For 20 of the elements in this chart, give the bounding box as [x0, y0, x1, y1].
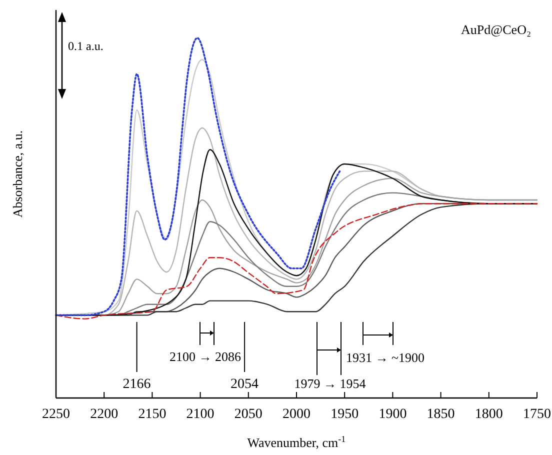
annotation: 2100 → 2086 — [170, 349, 242, 364]
y-axis-title: Absorbance, a.u. — [10, 130, 25, 218]
annotation: 1931 → ~1900 — [346, 350, 425, 365]
annotation: 1979 → 1954 — [294, 376, 366, 391]
annotation: 2054 — [230, 377, 259, 392]
annotation: 0.1 a.u. — [68, 39, 104, 53]
annotation: 2166 — [122, 377, 151, 392]
x-tick-label: 2200 — [90, 407, 118, 422]
x-tick-label: 1800 — [474, 407, 503, 422]
x-tick-label: 2250 — [42, 407, 70, 422]
x-tick-label: 1750 — [523, 407, 551, 422]
x-tick-label: 1850 — [426, 407, 455, 422]
x-tick-label: 2150 — [138, 407, 166, 422]
x-tick-label: 2100 — [186, 407, 214, 422]
x-axis-title: Wavenumber, cm$^{-1}$ — [247, 434, 346, 450]
chart-title: AuPd@CeO₂ — [461, 22, 531, 37]
x-tick-label: 1950 — [330, 407, 359, 422]
x-tick-label: 2050 — [234, 407, 262, 422]
x-tick-label: 2000 — [282, 407, 310, 422]
x-tick-label: 1900 — [378, 407, 407, 422]
